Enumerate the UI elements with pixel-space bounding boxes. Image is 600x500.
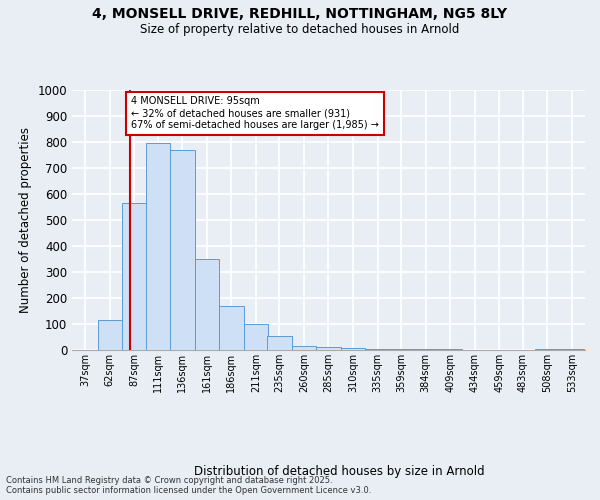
Bar <box>170 150 194 350</box>
Bar <box>292 346 316 350</box>
Bar <box>98 320 122 350</box>
Y-axis label: Number of detached properties: Number of detached properties <box>19 127 32 313</box>
Text: Contains HM Land Registry data © Crown copyright and database right 2025.
Contai: Contains HM Land Registry data © Crown c… <box>6 476 371 495</box>
Text: Size of property relative to detached houses in Arnold: Size of property relative to detached ho… <box>140 22 460 36</box>
Text: 4 MONSELL DRIVE: 95sqm
← 32% of detached houses are smaller (931)
67% of semi-de: 4 MONSELL DRIVE: 95sqm ← 32% of detached… <box>131 96 379 130</box>
Bar <box>316 347 341 350</box>
Bar <box>341 348 365 350</box>
Bar <box>219 306 244 350</box>
Bar <box>146 144 170 350</box>
Text: Distribution of detached houses by size in Arnold: Distribution of detached houses by size … <box>194 464 484 477</box>
Bar <box>194 259 219 350</box>
Bar <box>244 324 268 350</box>
Bar <box>365 348 390 350</box>
Bar <box>389 349 413 350</box>
Text: 4, MONSELL DRIVE, REDHILL, NOTTINGHAM, NG5 8LY: 4, MONSELL DRIVE, REDHILL, NOTTINGHAM, N… <box>92 8 508 22</box>
Bar <box>122 203 146 350</box>
Bar <box>267 336 292 350</box>
